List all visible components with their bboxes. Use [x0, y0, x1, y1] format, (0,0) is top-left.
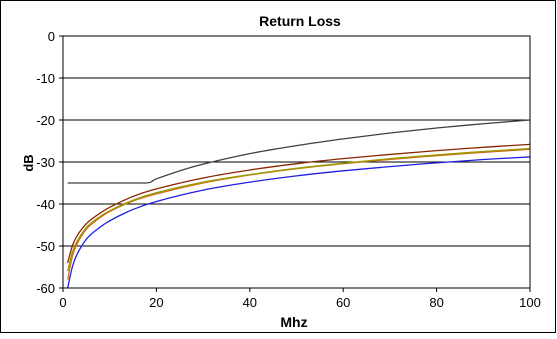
series-line-2	[67, 143, 531, 263]
plot-area-border	[62, 35, 531, 289]
x-tick-label: 0	[59, 295, 66, 310]
y-tick-label: -40	[36, 197, 55, 212]
x-tick-label: 100	[519, 295, 541, 310]
x-tick-label: 20	[149, 295, 163, 310]
y-tick-label: -50	[36, 239, 55, 254]
series-line-5	[67, 156, 531, 289]
series-line-4	[67, 147, 531, 272]
series-line-1	[67, 119, 531, 184]
y-tick-label: -30	[36, 155, 55, 170]
y-tick-label: -10	[36, 71, 55, 86]
x-tick-label: 60	[336, 295, 350, 310]
x-tick-label: 40	[243, 295, 257, 310]
tick-labels: 0 -10 -20 -30 -40 -50 -60 0 20 40 60 80 100	[36, 29, 541, 310]
y-tick-label: -60	[36, 281, 55, 296]
series-lines	[67, 119, 531, 289]
series-line-3	[67, 148, 531, 280]
x-axis-label: Mhz	[280, 314, 307, 330]
y-tick-label: -20	[36, 113, 55, 128]
y-axis-label: dB	[21, 154, 36, 171]
y-tick-label: 0	[48, 29, 55, 44]
x-tick-label: 80	[429, 295, 443, 310]
chart-title: Return Loss	[259, 13, 341, 29]
